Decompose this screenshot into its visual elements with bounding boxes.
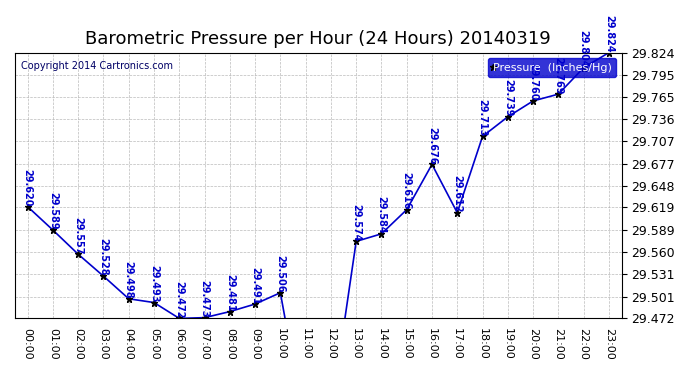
- Title: Barometric Pressure per Hour (24 Hours) 20140319: Barometric Pressure per Hour (24 Hours) …: [86, 30, 551, 48]
- Text: 29.804: 29.804: [579, 30, 589, 68]
- Pressure  (Inches/Hg): [453, 210, 462, 215]
- Pressure  (Inches/Hg): [49, 228, 57, 232]
- Text: 29.481: 29.481: [225, 274, 235, 312]
- Pressure  (Inches/Hg): [352, 239, 360, 244]
- Line: Pressure  (Inches/Hg): Pressure (Inches/Hg): [24, 49, 612, 375]
- Text: 29.557: 29.557: [73, 217, 83, 254]
- Pressure  (Inches/Hg): [478, 134, 486, 139]
- Text: 29.616: 29.616: [402, 172, 412, 210]
- Text: 29.506: 29.506: [275, 255, 286, 293]
- Text: 29.769: 29.769: [553, 57, 563, 94]
- Pressure  (Inches/Hg): [504, 114, 512, 119]
- Text: 29.676: 29.676: [427, 127, 437, 164]
- Pressure  (Inches/Hg): [402, 207, 411, 212]
- Text: 29.739: 29.739: [503, 79, 513, 117]
- Pressure  (Inches/Hg): [226, 309, 234, 314]
- Text: 29.472: 29.472: [175, 281, 184, 318]
- Text: 29.760: 29.760: [528, 63, 538, 101]
- Pressure  (Inches/Hg): [150, 300, 158, 305]
- Pressure  (Inches/Hg): [428, 162, 436, 166]
- Pressure  (Inches/Hg): [251, 302, 259, 306]
- Text: 29.584: 29.584: [377, 196, 386, 234]
- Text: 29.824: 29.824: [604, 15, 614, 52]
- Pressure  (Inches/Hg): [23, 204, 32, 209]
- Text: 29.345: 29.345: [0, 374, 1, 375]
- Text: Copyright 2014 Cartronics.com: Copyright 2014 Cartronics.com: [21, 61, 173, 70]
- Text: 29.498: 29.498: [124, 261, 134, 299]
- Text: 29.493: 29.493: [149, 265, 159, 303]
- Pressure  (Inches/Hg): [554, 92, 562, 96]
- Pressure  (Inches/Hg): [580, 66, 588, 70]
- Text: 29.528: 29.528: [99, 238, 108, 276]
- Text: 29.589: 29.589: [48, 192, 58, 230]
- Pressure  (Inches/Hg): [74, 252, 82, 257]
- Pressure  (Inches/Hg): [276, 291, 284, 295]
- Legend: Pressure  (Inches/Hg): Pressure (Inches/Hg): [489, 58, 616, 77]
- Text: 29.491: 29.491: [250, 267, 260, 304]
- Text: 29.713: 29.713: [477, 99, 488, 136]
- Text: 29.473: 29.473: [199, 280, 210, 318]
- Text: 29.323: 29.323: [0, 374, 1, 375]
- Pressure  (Inches/Hg): [125, 297, 133, 301]
- Pressure  (Inches/Hg): [529, 99, 538, 103]
- Text: 29.574: 29.574: [351, 204, 361, 242]
- Text: 29.620: 29.620: [23, 169, 32, 207]
- Pressure  (Inches/Hg): [604, 50, 613, 55]
- Pressure  (Inches/Hg): [200, 315, 208, 320]
- Pressure  (Inches/Hg): [99, 274, 108, 278]
- Text: 29.612: 29.612: [452, 175, 462, 213]
- Pressure  (Inches/Hg): [175, 316, 184, 321]
- Pressure  (Inches/Hg): [377, 232, 386, 236]
